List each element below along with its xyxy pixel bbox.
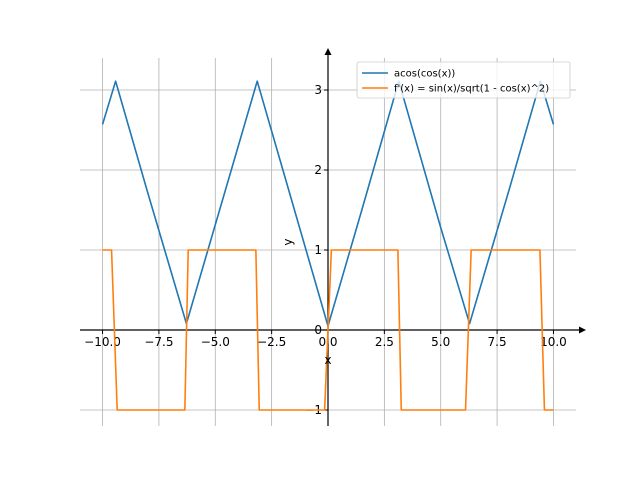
x-tick-label-0: −10.0 [84,335,121,349]
x-tick-label-3: −2.5 [257,335,286,349]
x-tick-label-1: −7.5 [144,335,173,349]
x-tick-label-6: 5.0 [431,335,450,349]
y-tick-label-3: 2 [314,163,322,177]
legend-label-1: f'(x) = sin(x)/sqrt(1 - cos(x)^2) [394,84,549,95]
x-tick-label-8: 10.0 [540,335,567,349]
x-tick-label-7: 7.5 [488,335,507,349]
x-axis-label: x [324,353,331,367]
legend-box [356,61,571,99]
y-tick-label-2: 1 [314,243,322,257]
x-tick-label-2: −5.0 [201,335,230,349]
legend-label-0: acos(cos(x)) [394,69,455,80]
x-axis-arrow [579,326,586,334]
y-axis-label: y [281,238,295,245]
series-line-1 [102,249,554,411]
y-axis-arrow [324,48,332,55]
y-tick-label-4: 3 [314,83,322,97]
y-tick-label-1: 0 [314,323,322,337]
legend: acos(cos(x)) f'(x) = sin(x)/sqrt(1 - cos(… [356,61,571,99]
series [101,80,555,411]
x-tick-label-5: 2.5 [375,335,394,349]
axes [80,48,586,426]
